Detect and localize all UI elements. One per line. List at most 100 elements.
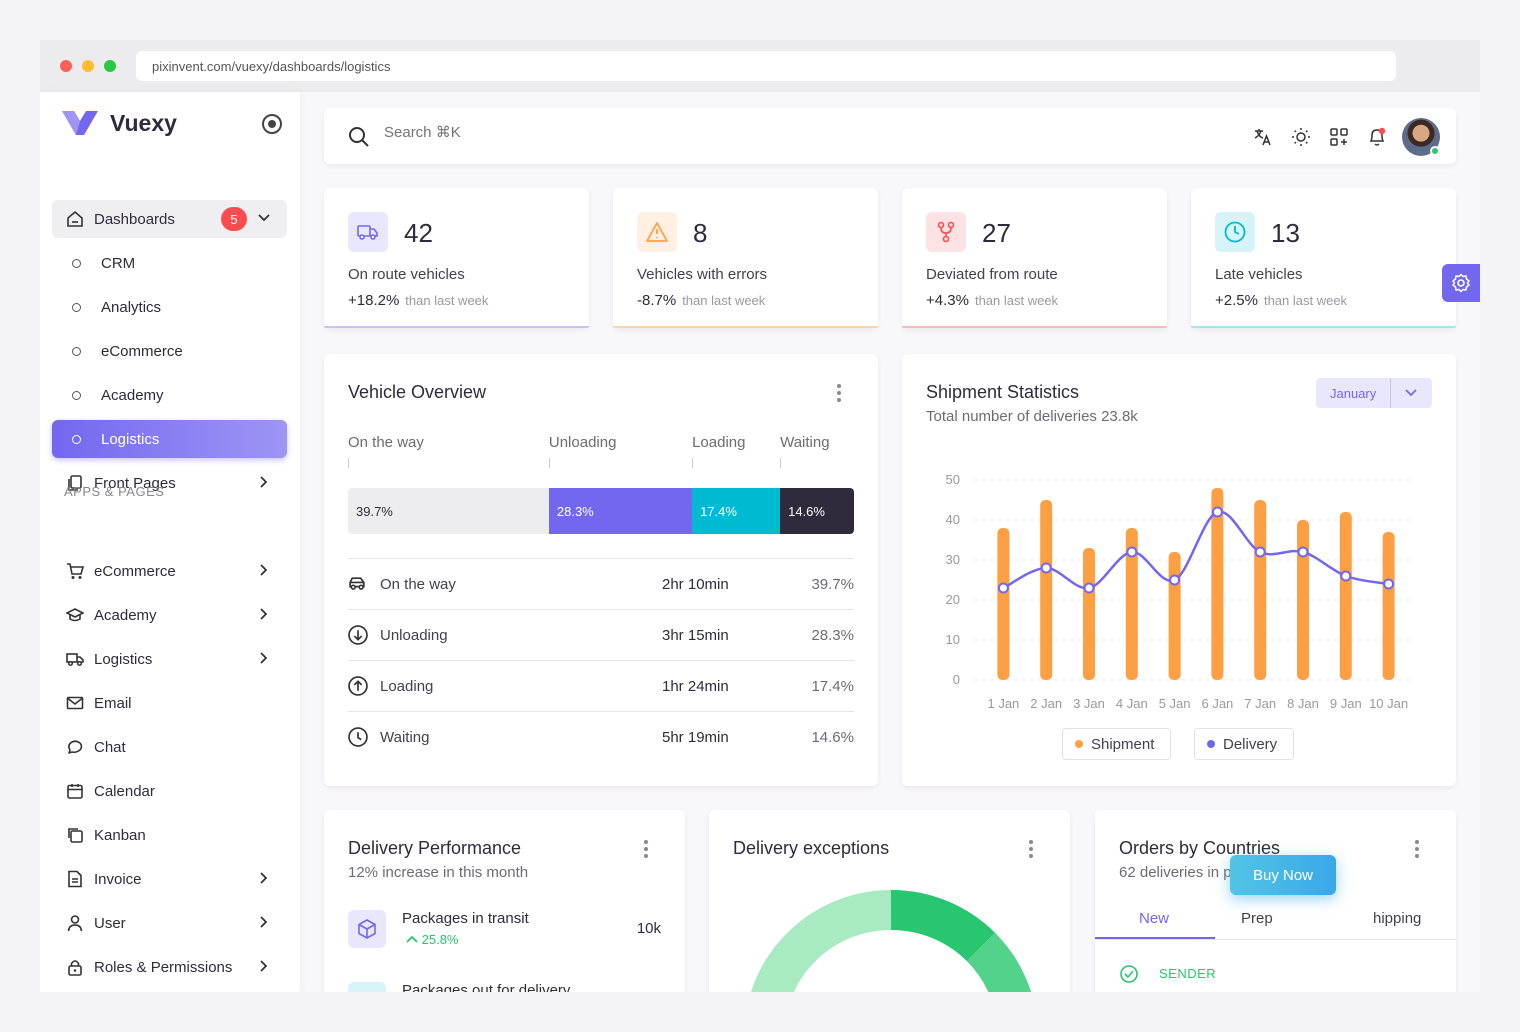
sidebar-item-crm[interactable]: CRM — [52, 244, 287, 282]
sidebar-item-ecommerce-dash[interactable]: eCommerce — [52, 332, 287, 370]
delivery-point[interactable] — [1126, 546, 1138, 558]
delivery-point[interactable] — [1383, 578, 1395, 590]
table-row: Waiting 5hr 19min 14.6% — [348, 711, 854, 762]
shipment-bar[interactable] — [1211, 488, 1224, 680]
circle-icon — [72, 434, 81, 444]
segment-label: On the way — [348, 434, 424, 451]
tab-new[interactable]: New — [1139, 910, 1170, 927]
shipment-bar[interactable] — [1254, 500, 1267, 680]
customizer-gear-button[interactable] — [1442, 264, 1480, 302]
table-row: On the way 2hr 10min 39.7% — [348, 558, 854, 609]
legend-delivery-button[interactable]: Delivery — [1194, 728, 1295, 760]
delivery-exceptions-card: Delivery exceptions — [709, 810, 1070, 992]
row-name: Loading — [380, 678, 434, 695]
delivery-point[interactable] — [1040, 562, 1052, 574]
table-row: Unloading 3hr 15min 28.3% — [348, 609, 854, 660]
stat-underline — [902, 326, 1167, 328]
more-options-icon[interactable] — [837, 384, 841, 405]
grid-icon[interactable] — [1320, 119, 1358, 155]
chevron-right-icon — [257, 915, 271, 933]
circle-icon — [72, 346, 81, 356]
stat-note: than last week — [682, 293, 766, 308]
sidebar-item-analytics[interactable]: Analytics — [52, 288, 287, 326]
stat-label: Late vehicles — [1215, 266, 1303, 283]
delivery-point[interactable] — [1083, 582, 1095, 594]
card-title: Delivery Performance — [348, 838, 522, 858]
chevron-right-icon — [257, 475, 271, 493]
delivery-point[interactable] — [1297, 546, 1309, 558]
address-bar[interactable]: pixinvent.com/vuexy/dashboards/logistics — [136, 51, 1396, 81]
warning-icon — [637, 212, 677, 252]
delivery-performance-card: Delivery Performance 12% increase in thi… — [324, 810, 685, 992]
segment-label: Loading — [692, 434, 746, 451]
more-options-icon[interactable] — [1415, 840, 1419, 861]
legend-dot-icon — [1207, 740, 1215, 748]
stat-underline — [613, 326, 878, 328]
tab-preparing[interactable]: Prep — [1241, 910, 1273, 927]
buy-now-button[interactable]: Buy Now — [1230, 855, 1336, 895]
shipment-bar[interactable] — [1125, 528, 1138, 680]
stat-change: +2.5% — [1215, 292, 1258, 309]
month-select[interactable]: January — [1316, 378, 1432, 408]
shipment-bar[interactable] — [997, 528, 1010, 680]
sidebar-item-dashboards[interactable]: Dashboards 5 — [52, 200, 287, 238]
circle-icon — [72, 258, 81, 268]
search-icon[interactable] — [348, 126, 370, 153]
delivery-point[interactable] — [1169, 574, 1181, 586]
sidebar-item-calendar[interactable]: Calendar — [52, 772, 287, 810]
bell-icon[interactable] — [1358, 119, 1396, 155]
sidebar-toggle-icon[interactable] — [262, 114, 282, 134]
shipment-bar[interactable] — [1040, 500, 1053, 680]
delivery-point[interactable] — [997, 582, 1009, 594]
translate-icon[interactable] — [1244, 119, 1282, 155]
sidebar-item-academy[interactable]: Academy — [52, 596, 287, 634]
sidebar-item-chat[interactable]: Chat — [52, 728, 287, 766]
x-tick-label: 8 Jan — [1287, 696, 1319, 711]
sidebar-item-label: eCommerce — [101, 342, 183, 360]
vuexy-logo-icon — [62, 110, 98, 135]
tab-shipping[interactable]: hipping — [1373, 910, 1422, 927]
shipment-bar[interactable] — [1083, 548, 1095, 680]
shipment-bar[interactable] — [1382, 532, 1395, 680]
perf-item-change: 25.8% — [406, 932, 459, 947]
shipment-bar[interactable] — [1168, 552, 1181, 680]
sidebar-item-ecommerce[interactable]: eCommerce — [52, 552, 287, 590]
sidebar-item-roles-permissions[interactable]: Roles & Permissions — [52, 948, 287, 986]
shipment-bar[interactable] — [1297, 520, 1309, 680]
sidebar-item-label: Email — [94, 694, 132, 712]
sidebar-item-logistics-dash[interactable]: Logistics — [52, 420, 287, 458]
stat-card-errors: 8 Vehicles with errors -8.7% than last we… — [613, 188, 878, 328]
avatar[interactable] — [1402, 118, 1440, 156]
row-name: On the way — [380, 576, 456, 593]
y-tick-label: 50 — [946, 472, 960, 487]
delivery-point[interactable] — [1340, 570, 1352, 582]
logo[interactable]: Vuexy — [62, 110, 177, 137]
sun-icon[interactable] — [1282, 119, 1320, 155]
sidebar-item-invoice[interactable]: Invoice — [52, 860, 287, 898]
x-tick-label: 6 Jan — [1201, 696, 1233, 711]
sidebar-item-email[interactable]: Email — [52, 684, 287, 722]
stat-note: than last week — [974, 293, 1059, 308]
card-title: Shipment Statistics — [926, 382, 1080, 402]
sidebar-item-user[interactable]: User — [52, 904, 287, 942]
row-percent: 17.4% — [811, 678, 854, 695]
close-dot[interactable] — [60, 60, 72, 72]
legend-shipment-button[interactable]: Shipment — [1062, 728, 1172, 760]
shipment-bar[interactable] — [1339, 512, 1352, 680]
more-options-icon[interactable] — [644, 840, 648, 861]
sidebar-item-kanban[interactable]: Kanban — [52, 816, 287, 854]
sidebar-item-academy-dash[interactable]: Academy — [52, 376, 287, 414]
delivery-point[interactable] — [1211, 506, 1223, 518]
search-input[interactable] — [384, 124, 684, 141]
minimize-dot[interactable] — [82, 60, 94, 72]
calendar-icon — [66, 782, 84, 800]
more-options-icon[interactable] — [1029, 840, 1033, 861]
legend-label: Delivery — [1223, 735, 1278, 753]
sidebar-item-logistics[interactable]: Logistics — [52, 640, 287, 678]
maximize-dot[interactable] — [104, 60, 116, 72]
delivery-point[interactable] — [1254, 546, 1266, 558]
month-value: January — [1330, 386, 1377, 401]
y-tick-label: 10 — [946, 632, 960, 647]
sidebar-item-label: Analytics — [101, 298, 162, 316]
sidebar-item-front-pages[interactable]: Front Pages — [52, 464, 287, 502]
